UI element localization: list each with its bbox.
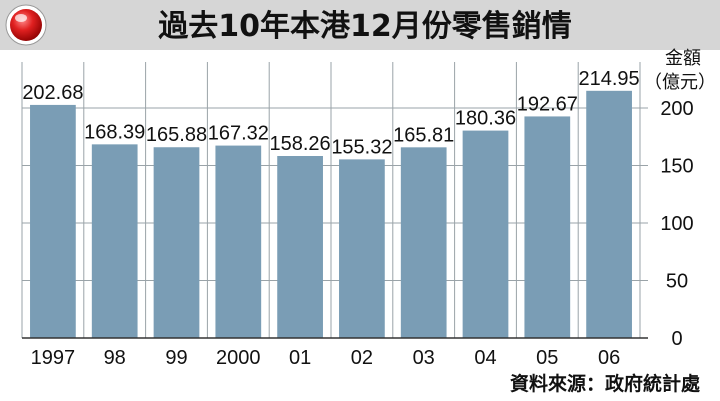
bar [586,90,632,339]
x-tick-label: 99 [165,347,187,369]
x-tick-label: 2000 [216,347,261,369]
x-tick-label: 1997 [31,347,76,369]
x-tick-label: 06 [598,347,620,369]
bar-value-label: 214.95 [579,68,640,90]
x-tick-label: 05 [536,347,558,369]
x-tick-label: 03 [413,347,435,369]
bar [30,104,76,338]
chart-title: 過去10年本港12月份零售銷情 [158,9,572,44]
bar [400,147,447,338]
x-tick-label: 01 [289,347,311,369]
bar-value-label: 167.32 [208,123,269,145]
bar-value-label: 202.68 [22,82,83,104]
y-axis-label-line-2: （億元） [644,72,716,93]
title-badge-icon [5,4,47,46]
x-tick-label: 04 [474,347,496,369]
y-tick-label: 0 [671,328,682,350]
plot-area: 050100150200202.681997168.3998165.889916… [21,62,694,369]
bar-value-label: 158.26 [270,133,331,155]
y-tick-label: 200 [660,98,693,120]
bar [215,145,262,338]
source-note: 資料來源：政府統計處 [510,372,701,395]
bar [91,144,138,338]
y-tick-label: 150 [660,156,693,178]
y-tick-label: 50 [666,271,688,293]
title-band [0,0,720,50]
bar-value-label: 155.32 [331,136,392,158]
bar [524,116,571,338]
bar [339,159,385,338]
bar [277,156,323,338]
bar-value-label: 180.36 [455,108,516,130]
bar-value-label: 165.81 [393,124,454,146]
y-axis-label-line-1: 金額 [665,48,701,69]
bar [462,130,509,338]
bar-value-label: 168.39 [84,121,145,143]
y-tick-label: 100 [660,213,693,235]
bar-value-label: 165.88 [146,124,207,146]
x-tick-label: 02 [351,347,373,369]
bar-value-label: 192.67 [517,93,578,115]
bar [153,147,200,338]
x-tick-label: 98 [104,347,126,369]
